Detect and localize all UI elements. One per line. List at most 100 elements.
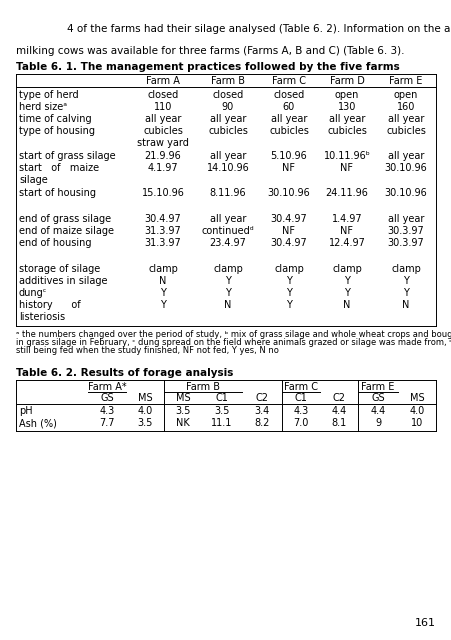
Text: NF: NF	[340, 226, 353, 236]
Text: Y: Y	[225, 288, 230, 298]
Text: 3.5: 3.5	[214, 406, 229, 416]
Text: end of maize silage: end of maize silage	[19, 226, 114, 236]
Text: continuedᵈ: continuedᵈ	[201, 226, 254, 236]
Text: in grass silage in February, ᶜ dung spread on the field where animals grazed or : in grass silage in February, ᶜ dung spre…	[16, 338, 451, 347]
Text: Y: Y	[225, 276, 230, 286]
Text: 30.3.97: 30.3.97	[387, 226, 423, 236]
Text: 30.3.97: 30.3.97	[387, 238, 423, 248]
Text: Farm E: Farm E	[360, 382, 394, 392]
Text: 160: 160	[396, 102, 414, 112]
Text: 24.11.96: 24.11.96	[325, 188, 368, 198]
Text: Y: Y	[160, 300, 166, 310]
Text: 30.10.96: 30.10.96	[384, 163, 427, 173]
Text: 3.4: 3.4	[254, 406, 269, 416]
Text: Ash (%): Ash (%)	[19, 418, 57, 428]
Text: 1.4.97: 1.4.97	[331, 214, 362, 224]
Text: GS: GS	[370, 393, 384, 403]
Text: end of housing: end of housing	[19, 238, 91, 248]
Text: all year: all year	[387, 214, 423, 224]
Text: cubicles: cubicles	[385, 126, 425, 136]
Text: 30.4.97: 30.4.97	[144, 214, 181, 224]
Text: 60: 60	[282, 102, 295, 112]
Text: end of grass silage: end of grass silage	[19, 214, 111, 224]
Text: all year: all year	[387, 151, 423, 161]
Text: 31.3.97: 31.3.97	[144, 226, 181, 236]
Text: clamp: clamp	[331, 264, 361, 274]
Text: 8.1: 8.1	[331, 418, 346, 428]
Text: 3.5: 3.5	[137, 418, 152, 428]
Text: 9: 9	[374, 418, 380, 428]
Text: all year: all year	[209, 151, 246, 161]
Text: all year: all year	[328, 114, 364, 124]
Text: still being fed when the study finished, NF not fed, Y yes, N no: still being fed when the study finished,…	[16, 346, 278, 355]
Text: 30.4.97: 30.4.97	[270, 214, 307, 224]
Text: 10.11.96ᵇ: 10.11.96ᵇ	[323, 151, 370, 161]
Text: Y: Y	[285, 300, 291, 310]
Text: 4.4: 4.4	[369, 406, 385, 416]
Text: MS: MS	[175, 393, 190, 403]
Text: pH: pH	[19, 406, 32, 416]
Text: closed: closed	[212, 90, 243, 100]
Text: NF: NF	[282, 163, 295, 173]
Text: all year: all year	[387, 114, 423, 124]
Text: 4 of the farms had their silage analysed (Table 6. 2). Information on the age of: 4 of the farms had their silage analysed…	[67, 24, 451, 34]
Text: 12.4.97: 12.4.97	[328, 238, 364, 248]
Text: N: N	[224, 300, 231, 310]
Text: all year: all year	[209, 114, 246, 124]
Text: NF: NF	[282, 226, 295, 236]
Text: 5.10.96: 5.10.96	[270, 151, 307, 161]
Text: silage: silage	[19, 175, 48, 185]
Text: 31.3.97: 31.3.97	[144, 238, 181, 248]
Text: Y: Y	[402, 276, 408, 286]
Text: closed: closed	[147, 90, 178, 100]
Text: dungᶜ: dungᶜ	[19, 288, 47, 298]
Text: Farm E: Farm E	[388, 76, 422, 86]
Text: ᵃ the numbers changed over the period of study, ᵇ mix of grass silage and whole : ᵃ the numbers changed over the period of…	[16, 330, 451, 339]
Text: MS: MS	[409, 393, 423, 403]
Text: 23.4.97: 23.4.97	[209, 238, 246, 248]
Text: 4.3: 4.3	[293, 406, 308, 416]
Text: GS: GS	[100, 393, 114, 403]
Text: Farm B: Farm B	[211, 76, 244, 86]
Text: 30.4.97: 30.4.97	[270, 238, 307, 248]
Text: Farm A*: Farm A*	[87, 382, 126, 392]
Text: start of grass silage: start of grass silage	[19, 151, 115, 161]
Text: 161: 161	[414, 618, 435, 628]
Text: N: N	[343, 300, 350, 310]
Text: Farm B: Farm B	[186, 382, 220, 392]
Text: type of housing: type of housing	[19, 126, 95, 136]
Text: 4.4: 4.4	[331, 406, 346, 416]
Text: cubicles: cubicles	[268, 126, 308, 136]
Text: Farm A: Farm A	[146, 76, 179, 86]
Text: 7.7: 7.7	[99, 418, 115, 428]
Text: Table 6. 1. The management practices followed by the five farms: Table 6. 1. The management practices fol…	[16, 62, 399, 72]
Text: clamp: clamp	[148, 264, 178, 274]
Text: 8.2: 8.2	[254, 418, 269, 428]
Text: 21.9.96: 21.9.96	[144, 151, 181, 161]
Text: Y: Y	[285, 288, 291, 298]
Text: time of calving: time of calving	[19, 114, 92, 124]
Text: storage of silage: storage of silage	[19, 264, 100, 274]
Text: Table 6. 2. Results of forage analysis: Table 6. 2. Results of forage analysis	[16, 368, 233, 378]
Text: clamp: clamp	[390, 264, 420, 274]
Text: 11.1: 11.1	[211, 418, 232, 428]
Text: Farm C: Farm C	[272, 76, 305, 86]
Text: N: N	[159, 276, 166, 286]
Text: 130: 130	[337, 102, 355, 112]
Text: 14.10.96: 14.10.96	[206, 163, 249, 173]
Text: Farm D: Farm D	[329, 76, 364, 86]
Text: clamp: clamp	[212, 264, 242, 274]
Text: open: open	[334, 90, 359, 100]
Text: history      of: history of	[19, 300, 80, 310]
Text: open: open	[393, 90, 417, 100]
Text: MS: MS	[138, 393, 152, 403]
Text: herd sizeᵃ: herd sizeᵃ	[19, 102, 67, 112]
Text: 3.5: 3.5	[175, 406, 190, 416]
Text: C2: C2	[255, 393, 268, 403]
Text: 10: 10	[410, 418, 422, 428]
Text: closed: closed	[273, 90, 304, 100]
Text: 4.0: 4.0	[409, 406, 423, 416]
Text: cubicles: cubicles	[327, 126, 366, 136]
Text: cubicles: cubicles	[207, 126, 248, 136]
Text: all year: all year	[209, 214, 246, 224]
